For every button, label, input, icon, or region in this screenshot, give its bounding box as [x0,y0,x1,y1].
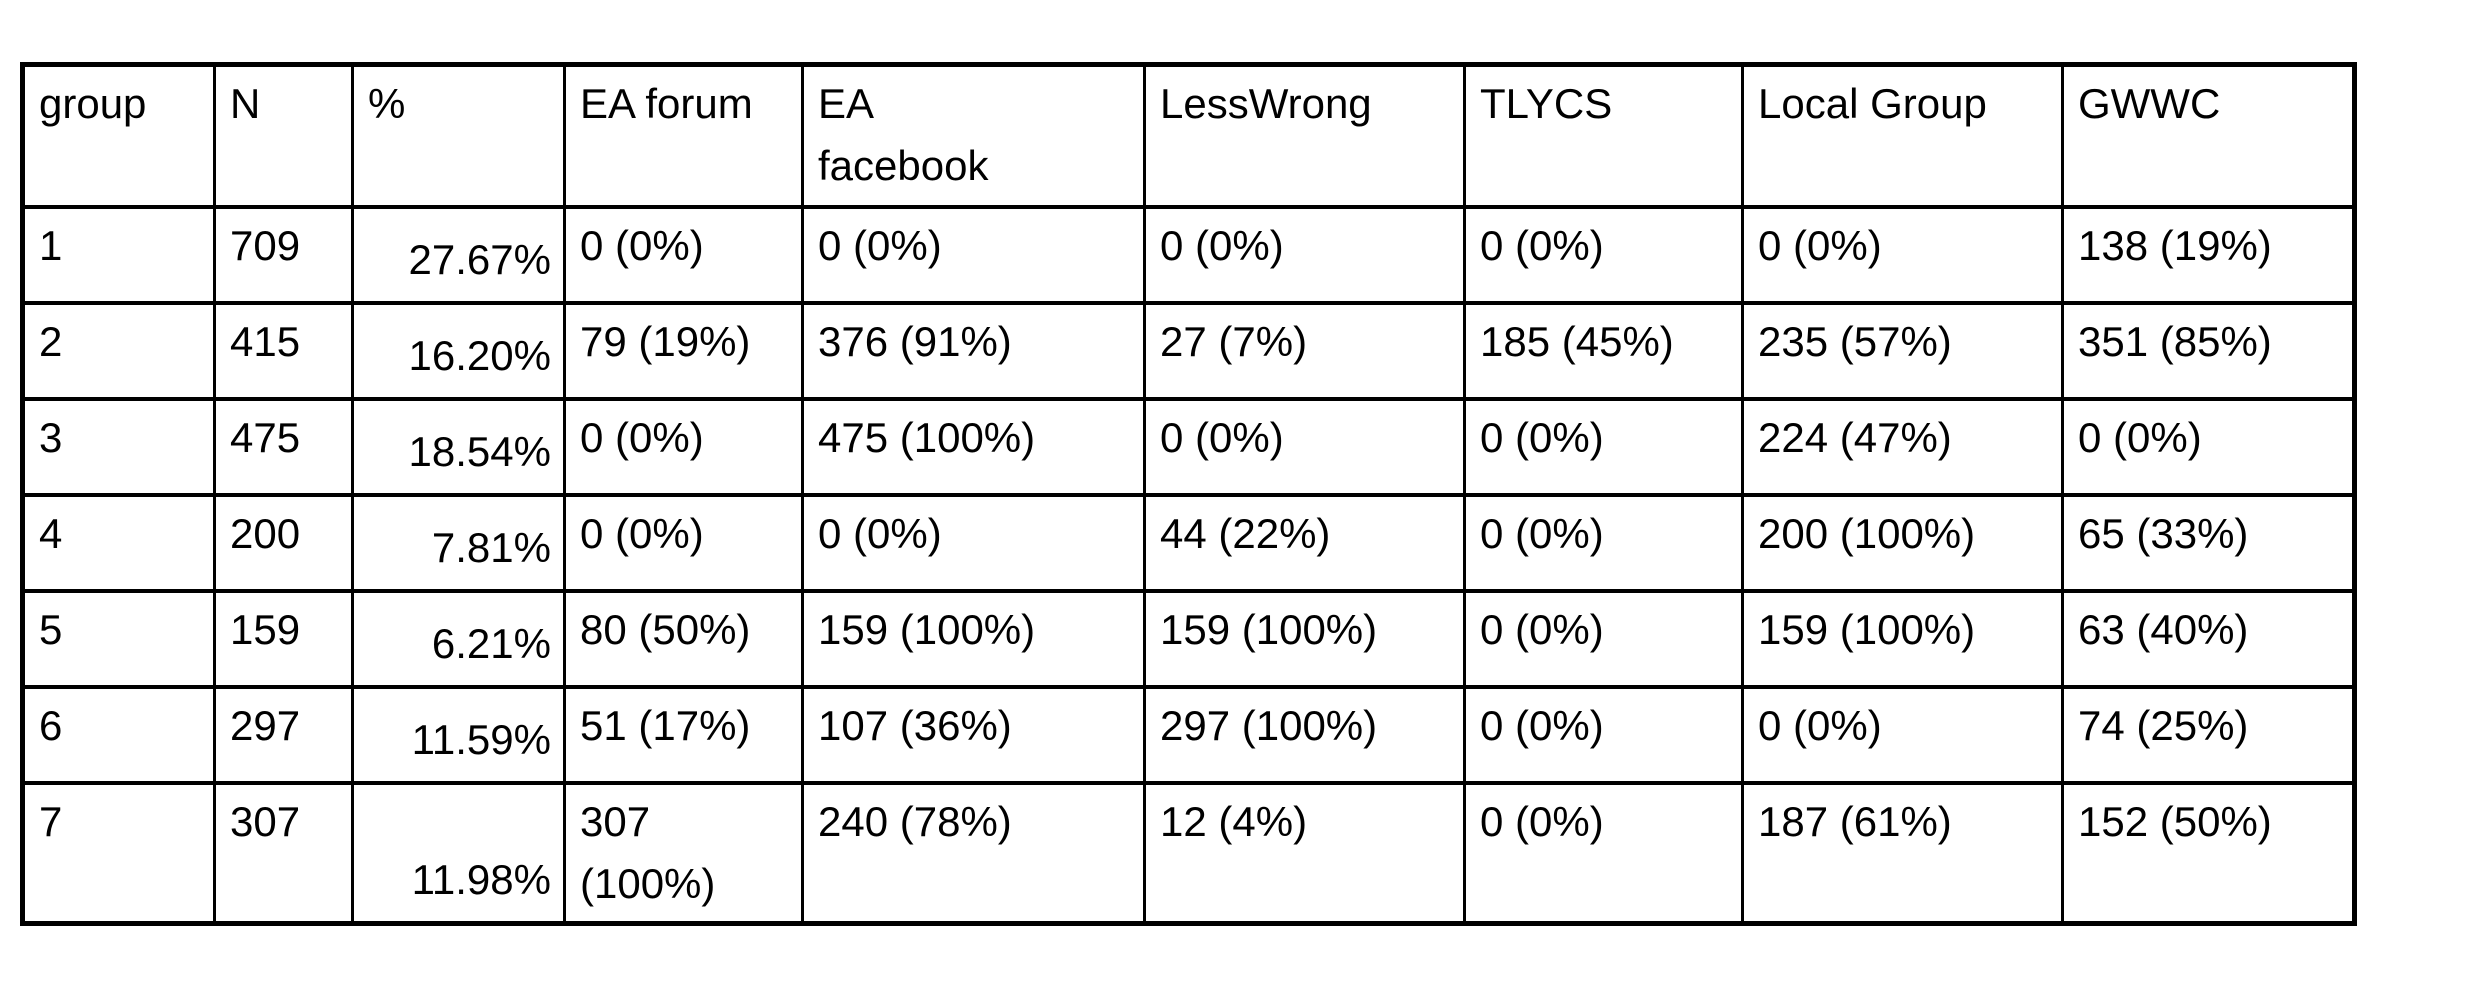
table-cell: 6.21% [351,588,566,689]
column-header-group: group [21,62,216,209]
table-cell: 27 (7%) [1143,300,1466,401]
table-cell: 11.98% [351,780,566,925]
table-cell: 307 (100%) [563,780,804,925]
table-cell: 0 (0%) [1143,204,1466,305]
table-row: 1 709 27.67% 0 (0%) 0 (0%) 0 (0%) 0 (0%)… [21,204,2356,305]
table-cell: 0 (0%) [1463,684,1744,785]
table-cell: 0 (0%) [1143,396,1466,497]
table-cell: 11.59% [351,684,566,785]
table-cell: 307 [213,780,354,925]
column-header-label: EA forum [580,80,753,127]
table-cell: 79 (19%) [563,300,804,401]
header-row: group N % EA forum EA facebook LessWrong… [21,62,2356,209]
table-cell: 0 (0%) [563,204,804,305]
table-cell: 0 (0%) [1463,204,1744,305]
table-cell: 16.20% [351,300,566,401]
column-header-label: TLYCS [1480,80,1613,127]
table-cell: 0 (0%) [801,204,1146,305]
table-cell: 235 (57%) [1741,300,2064,401]
table-cell: 709 [213,204,354,305]
column-header-label: group [39,80,147,127]
column-header-local-group: Local Group [1741,62,2064,209]
table-cell: 240 (78%) [801,780,1146,925]
column-header-ea-facebook: EA facebook [801,62,1146,209]
table-cell: 0 (0%) [1463,396,1744,497]
column-header-lesswrong: LessWrong [1143,62,1466,209]
column-header-label: Local Group [1758,80,1987,127]
table-cell: 159 [213,588,354,689]
table-cell: 7 [21,780,216,925]
table-cell: 297 [213,684,354,785]
table-cell: 351 (85%) [2061,300,2356,401]
table-cell: 107 (36%) [801,684,1146,785]
column-header-label: N [230,80,261,127]
table-cell: 0 (0%) [1463,588,1744,689]
table-cell: 44 (22%) [1143,492,1466,593]
table-cell: 200 [213,492,354,593]
table-cell: 187 (61%) [1741,780,2064,925]
table-cell: 475 (100%) [801,396,1146,497]
column-header-percent: % [351,62,566,209]
table-cell: 6 [21,684,216,785]
table-cell: 3 [21,396,216,497]
table-cell: 0 (0%) [563,396,804,497]
table-cell: 80 (50%) [563,588,804,689]
table-cell: 2 [21,300,216,401]
table-cell: 7.81% [351,492,566,593]
table-row: 7 307 11.98% 307 (100%) 240 (78%) 12 (4%… [21,780,2356,925]
table-cell: 1 [21,204,216,305]
table-cell: 0 (0%) [1741,684,2064,785]
table-cell: 0 (0%) [1463,780,1744,925]
table-cell: 200 (100%) [1741,492,2064,593]
table-cell: 4 [21,492,216,593]
table-cell: 74 (25%) [2061,684,2356,785]
table-row: 4 200 7.81% 0 (0%) 0 (0%) 44 (22%) 0 (0%… [21,492,2356,593]
table-cell: 159 (100%) [1143,588,1466,689]
column-header-label: % [368,80,406,127]
table-cell: 18.54% [351,396,566,497]
table-cell: 0 (0%) [2061,396,2356,497]
column-header-tlycs: TLYCS [1463,62,1744,209]
column-header-label: GWWC [2078,80,2221,127]
table-cell: 65 (33%) [2061,492,2356,593]
table-cell: 152 (50%) [2061,780,2356,925]
table-cell: 297 (100%) [1143,684,1466,785]
table-cell: 51 (17%) [563,684,804,785]
table-cell: 224 (47%) [1741,396,2064,497]
table-cell: 5 [21,588,216,689]
table-cell: 159 (100%) [801,588,1146,689]
table-cell: 376 (91%) [801,300,1146,401]
table-row: 2 415 16.20% 79 (19%) 376 (91%) 27 (7%) … [21,300,2356,401]
table-cell: 159 (100%) [1741,588,2064,689]
table-cell: 27.67% [351,204,566,305]
table-cell: 0 (0%) [1463,492,1744,593]
survey-groups-table: group N % EA forum EA facebook LessWrong… [20,62,2357,926]
table-row: 5 159 6.21% 80 (50%) 159 (100%) 159 (100… [21,588,2356,689]
column-header-gwwc: GWWC [2061,62,2356,209]
column-header-label: EA facebook [818,80,989,189]
table-cell: 63 (40%) [2061,588,2356,689]
table-row: 3 475 18.54% 0 (0%) 475 (100%) 0 (0%) 0 … [21,396,2356,497]
column-header-ea-forum: EA forum [563,62,804,209]
table-cell: 0 (0%) [801,492,1146,593]
table-cell: 138 (19%) [2061,204,2356,305]
column-header-label: LessWrong [1160,80,1372,127]
table-row: 6 297 11.59% 51 (17%) 107 (36%) 297 (100… [21,684,2356,785]
table-cell: 185 (45%) [1463,300,1744,401]
table-cell: 0 (0%) [1741,204,2064,305]
table-cell: 415 [213,300,354,401]
column-header-n: N [213,62,354,209]
table-cell: 12 (4%) [1143,780,1466,925]
table-cell: 475 [213,396,354,497]
table-cell: 0 (0%) [563,492,804,593]
